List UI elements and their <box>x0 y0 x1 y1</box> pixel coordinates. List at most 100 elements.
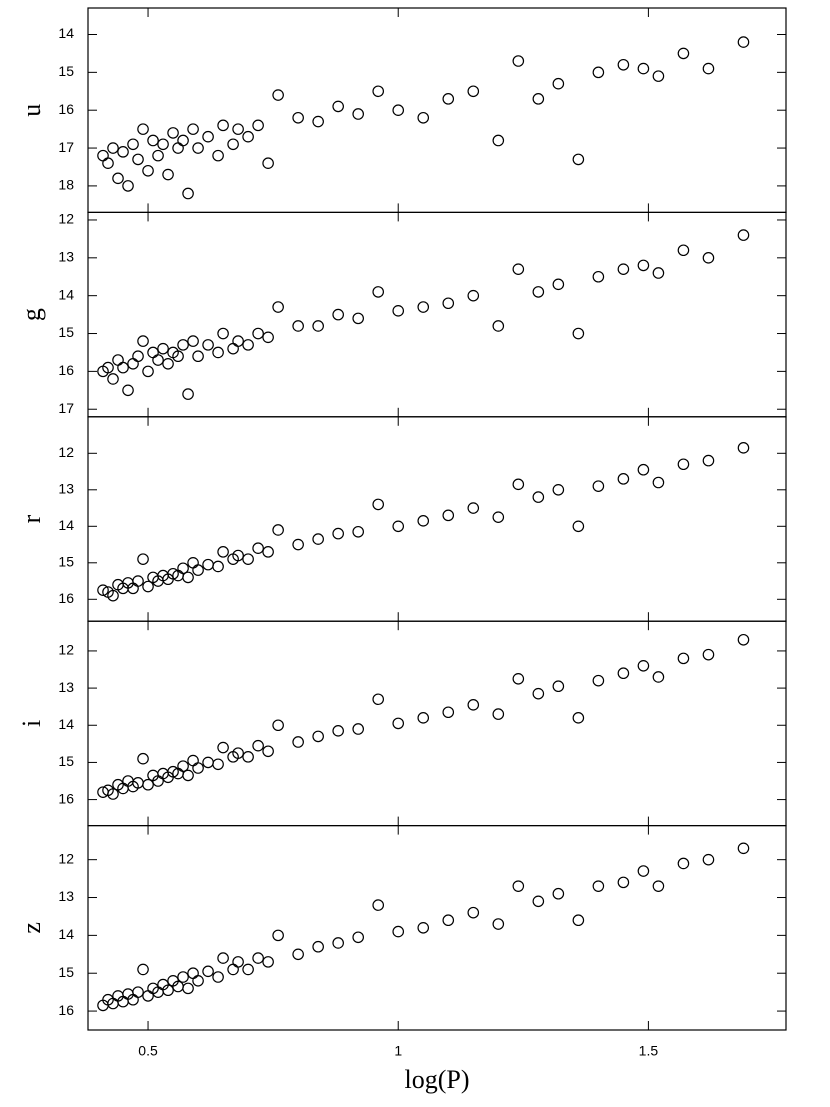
data-point <box>737 842 750 855</box>
data-point <box>252 542 264 554</box>
data-point <box>272 524 284 536</box>
data-point <box>182 769 194 782</box>
data-point <box>292 538 304 551</box>
data-point <box>177 971 189 983</box>
data-point <box>512 478 525 491</box>
data-point <box>202 558 214 571</box>
y-tick-label: 15 <box>58 753 74 769</box>
data-point <box>137 123 149 135</box>
data-point <box>442 297 455 310</box>
data-point <box>242 963 254 976</box>
data-point <box>652 476 665 489</box>
data-point <box>272 929 284 942</box>
data-point <box>532 895 545 908</box>
data-point <box>162 984 174 997</box>
y-tick-label: 14 <box>58 517 74 533</box>
y-tick-label: 16 <box>58 790 74 806</box>
data-point <box>102 361 114 374</box>
data-point <box>467 289 480 302</box>
data-point <box>592 674 605 687</box>
data-point <box>512 880 525 892</box>
data-point <box>677 244 690 257</box>
data-point <box>152 354 164 366</box>
data-point <box>552 77 565 90</box>
data-point <box>392 925 405 938</box>
y-tick-label: 17 <box>58 400 74 416</box>
data-point <box>157 138 169 151</box>
data-point <box>417 111 430 124</box>
data-point <box>152 149 164 162</box>
x-axis-title: log(P) <box>405 1065 470 1094</box>
data-point <box>107 589 119 602</box>
data-point <box>677 652 690 665</box>
data-point <box>702 454 715 467</box>
data-point <box>702 252 715 264</box>
y-axis-title: g <box>17 308 46 321</box>
data-point <box>132 575 144 587</box>
data-point <box>147 346 159 359</box>
data-point <box>332 937 344 949</box>
data-point <box>637 62 650 75</box>
data-point <box>737 442 750 454</box>
data-point <box>162 358 174 370</box>
data-point <box>142 365 154 378</box>
data-point <box>192 350 204 363</box>
y-tick-label: 18 <box>58 177 74 193</box>
data-point <box>212 560 224 573</box>
y-axis-title: z <box>17 922 46 934</box>
panel-frame <box>87 824 787 1031</box>
y-tick-label: 14 <box>58 926 74 942</box>
y-tick-label: 13 <box>58 888 74 904</box>
data-point <box>182 571 194 584</box>
data-point <box>137 553 149 565</box>
data-point <box>292 111 304 124</box>
data-point <box>492 918 505 930</box>
data-point <box>442 509 455 522</box>
x-tick-label: 1.5 <box>639 1043 659 1059</box>
data-point <box>242 553 254 565</box>
data-point <box>192 762 204 774</box>
y-axis-title: u <box>17 104 46 117</box>
data-point <box>217 741 229 754</box>
data-point <box>157 342 169 355</box>
data-point <box>202 965 214 978</box>
data-point <box>637 259 650 272</box>
y-tick-label: 16 <box>58 590 74 606</box>
data-point <box>162 168 174 181</box>
x-tick-label: 1 <box>394 1043 402 1059</box>
data-point <box>142 990 154 1002</box>
data-point <box>677 458 690 471</box>
data-point <box>617 263 630 275</box>
data-point <box>147 134 159 147</box>
y-axis-title: i <box>17 720 46 727</box>
data-point <box>467 85 480 98</box>
data-point <box>637 865 650 877</box>
data-point <box>592 880 605 892</box>
y-tick-label: 12 <box>58 850 74 866</box>
data-point <box>417 515 430 527</box>
data-point <box>227 342 239 355</box>
data-point <box>187 754 199 767</box>
data-point <box>187 335 199 347</box>
data-point <box>332 527 344 540</box>
data-point <box>372 693 385 706</box>
data-point <box>137 963 149 976</box>
data-point <box>552 887 565 900</box>
data-point <box>232 335 244 347</box>
data-point <box>232 123 244 135</box>
data-point <box>212 758 224 771</box>
data-point <box>332 308 344 321</box>
data-point <box>637 463 650 476</box>
data-point <box>372 286 385 298</box>
data-point <box>182 982 194 995</box>
data-point <box>242 751 254 763</box>
data-point <box>512 55 525 67</box>
data-point <box>192 142 204 154</box>
data-point <box>142 580 154 593</box>
y-tick-label: 16 <box>58 362 74 378</box>
y-tick-label: 15 <box>58 554 74 570</box>
data-point <box>372 899 385 911</box>
data-point <box>637 659 650 672</box>
panel-frame <box>87 416 787 622</box>
